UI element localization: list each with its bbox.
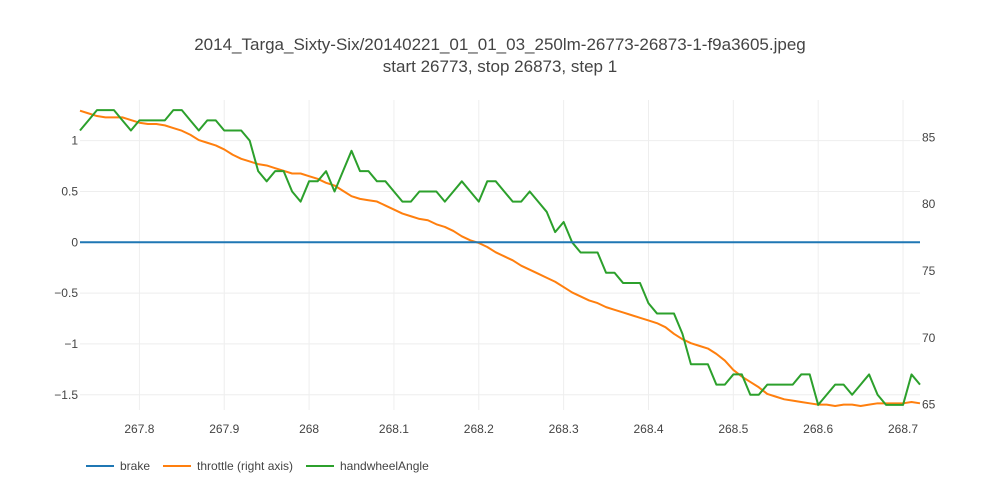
x-tick-label: 268.6 — [803, 422, 833, 436]
y-right-tick-label: 75 — [922, 264, 936, 278]
legend-item-handwheelangle[interactable]: handwheelAngle — [306, 459, 429, 473]
y-right-tick-label: 85 — [922, 130, 936, 144]
legend-label: throttle (right axis) — [197, 459, 293, 473]
chart-subtitle: start 26773, stop 26873, step 1 — [383, 57, 617, 76]
series-lines — [79, 109, 921, 407]
y-axis-left-ticks: 1 0.5 0 −0.5 −1 −1.5 — [54, 134, 78, 402]
x-tick-label: 268.7 — [888, 422, 918, 436]
y-right-tick-label: 70 — [922, 331, 936, 345]
chart-title: 2014_Targa_Sixty-Six/20140221_01_01_03_2… — [194, 35, 806, 54]
y-axis-right-ticks: 85 80 75 70 65 — [922, 130, 936, 411]
legend-label: brake — [120, 459, 150, 473]
x-tick-label: 267.9 — [209, 422, 239, 436]
x-tick-label: 268.1 — [379, 422, 409, 436]
series-line-throttle — [79, 109, 921, 407]
y-right-tick-label: 65 — [922, 398, 936, 412]
y-left-tick-label: 1 — [71, 134, 78, 148]
x-tick-label: 268.4 — [633, 422, 663, 436]
legend[interactable]: brake throttle (right axis) handwheelAngle — [86, 459, 429, 473]
y-left-tick-label: 0.5 — [61, 184, 78, 198]
x-tick-label: 268.5 — [718, 422, 748, 436]
legend-item-throttle[interactable]: throttle (right axis) — [163, 459, 293, 473]
y-left-tick-label: 0 — [71, 235, 78, 249]
x-tick-label: 268 — [299, 422, 319, 436]
x-tick-label: 267.8 — [124, 422, 154, 436]
legend-label: handwheelAngle — [340, 459, 429, 473]
y-left-tick-label: −1.5 — [54, 388, 78, 402]
y-left-tick-label: −0.5 — [54, 286, 78, 300]
x-axis-ticks: 267.8 267.9 268 268.1 268.2 268.3 268.4 268.5 26… — [124, 422, 918, 436]
x-tick-label: 268.2 — [464, 422, 494, 436]
series-line-handwheelangle — [79, 109, 921, 406]
legend-item-brake[interactable]: brake — [86, 459, 150, 473]
y-right-tick-label: 80 — [922, 197, 936, 211]
x-tick-label: 268.3 — [549, 422, 579, 436]
grid — [80, 100, 920, 410]
y-left-tick-label: −1 — [64, 337, 78, 351]
